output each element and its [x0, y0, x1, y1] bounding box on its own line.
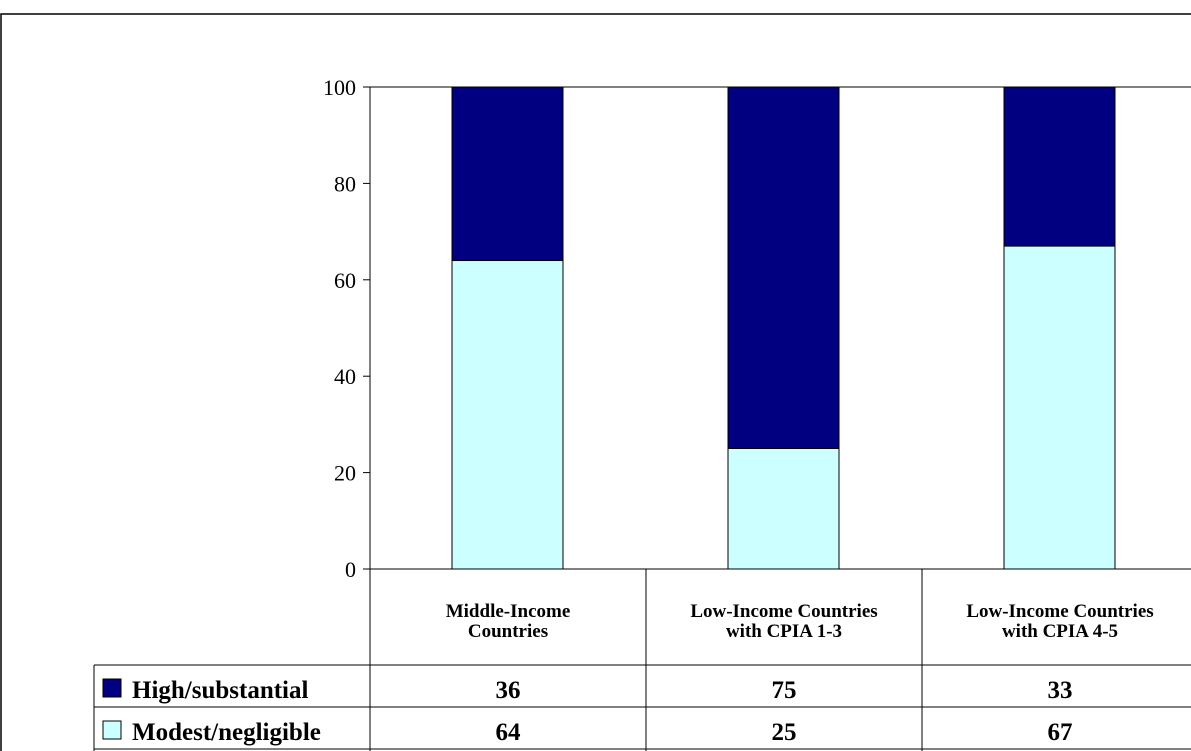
- axes-layer: 0 20 40 60 80 100 Middle-Income Countries Low-In…: [323, 75, 1191, 751]
- bars-layer: [451, 86, 1116, 570]
- bar-high-0: [451, 86, 564, 262]
- x-tick-label: Low-Income Countries with CPIA 1-3: [690, 601, 877, 642]
- table-cell-value: 64: [496, 719, 522, 746]
- y-tick-label: 40: [334, 364, 356, 389]
- bar-modest-1: [727, 448, 840, 570]
- legend-swatch: [102, 720, 122, 740]
- y-tick-label: 60: [334, 268, 356, 293]
- bar-modest-2: [1003, 245, 1116, 570]
- y-tick-label: 100: [323, 75, 356, 100]
- table-cell-value: 25: [772, 719, 797, 746]
- table-cell-value: 36: [496, 677, 521, 704]
- bar-high-2: [1003, 86, 1116, 247]
- y-tick-label: 80: [334, 171, 356, 196]
- data-table: High/substantial 36 75 33 Modest/negligible 6…: [93, 664, 1191, 751]
- legend-label: Modest/negligible: [132, 719, 321, 746]
- table-cell-value: 67: [1048, 719, 1073, 746]
- legend-swatch: [102, 678, 122, 698]
- bar-modest-0: [451, 260, 564, 570]
- legend-label: High/substantial: [132, 677, 309, 704]
- x-tick-label: Middle-Income Countries: [446, 601, 571, 642]
- table-cell-value: 33: [1048, 677, 1073, 704]
- y-tick-label: 20: [334, 461, 356, 486]
- chart-border: [0, 13, 1191, 751]
- table-cell-value: 75: [772, 677, 797, 704]
- x-tick-label: Low-Income Countries with CPIA 4-5: [966, 601, 1153, 642]
- y-tick-label: 0: [345, 557, 356, 582]
- bar-high-1: [727, 86, 840, 449]
